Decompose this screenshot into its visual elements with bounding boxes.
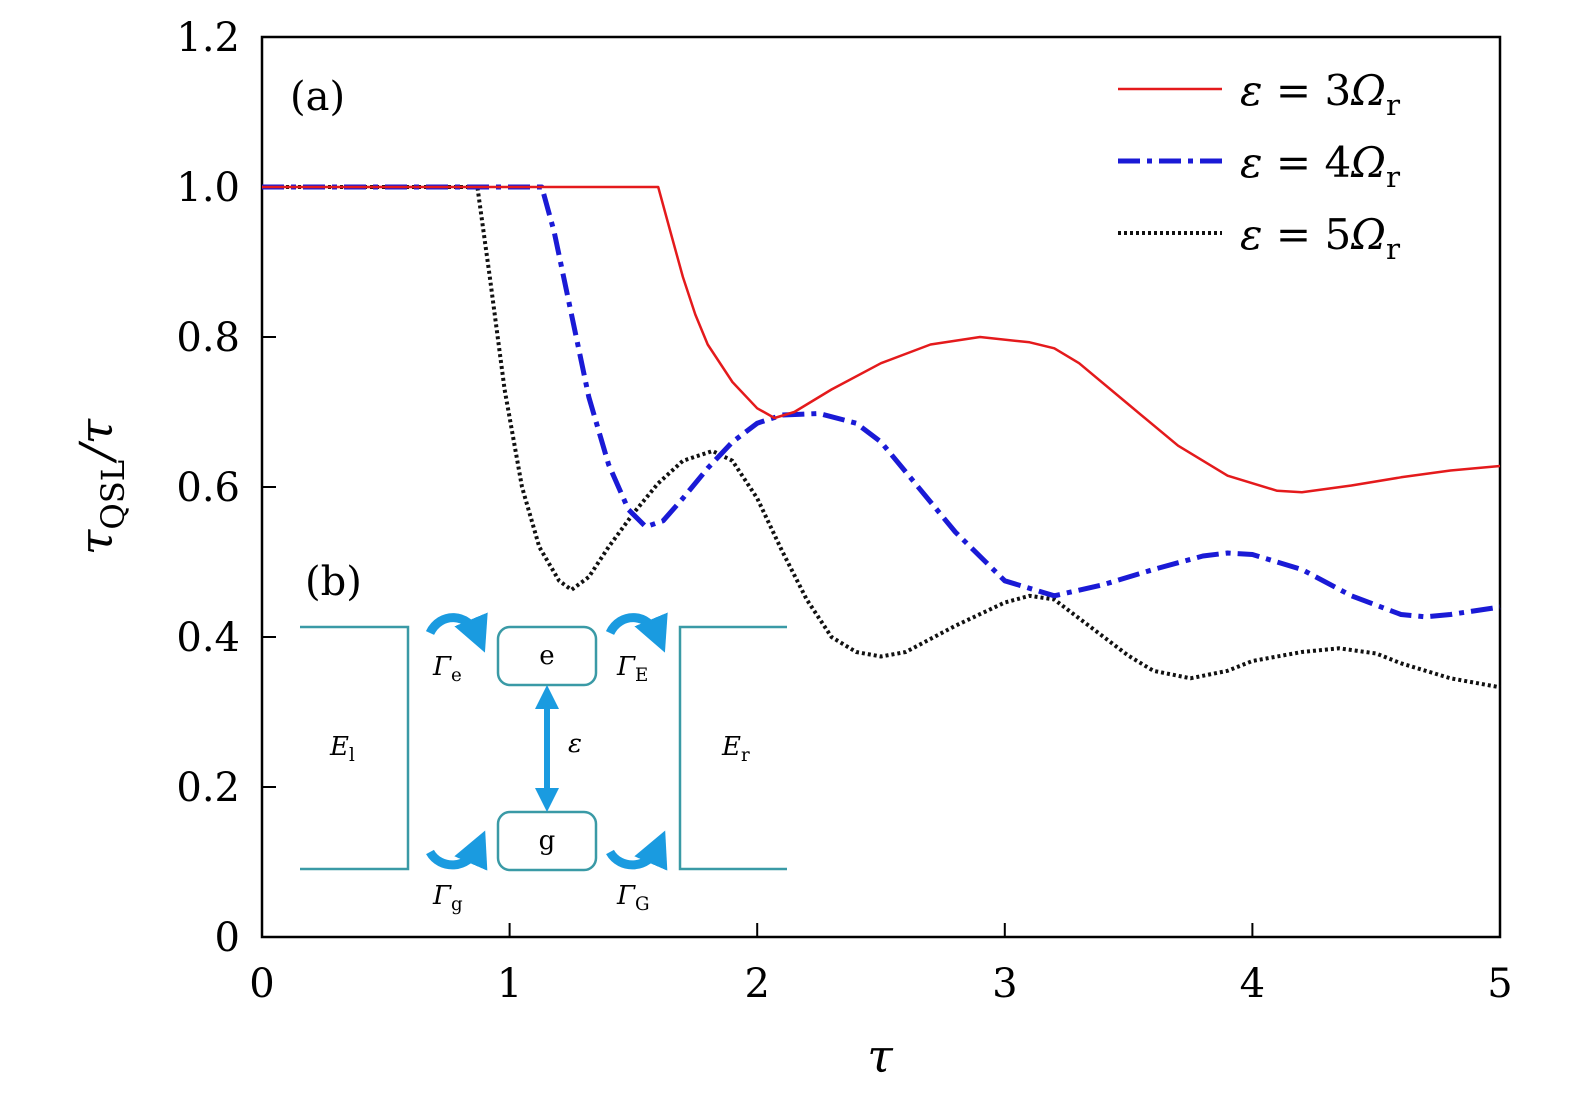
x-tick-label: 4	[1240, 961, 1265, 1007]
panel-label-b: (b)	[305, 559, 362, 605]
excited-state-label: e	[539, 641, 554, 671]
y-tick-label: 0.4	[176, 615, 240, 661]
gamma-e-label: Γe	[432, 652, 462, 686]
y-tick-label: 1.2	[176, 15, 240, 61]
x-axis-title: τ	[867, 1029, 894, 1083]
series-line-1	[262, 185, 1501, 494]
series-layer	[262, 184, 1501, 690]
x-tick-label: 3	[992, 961, 1017, 1007]
legend-label-series-1: ε = 3Ωr	[1240, 66, 1401, 122]
legend-label-series-3: ε = 5Ωr	[1240, 210, 1401, 266]
left-reservoir	[300, 625, 410, 871]
ground-state-box	[496, 810, 598, 872]
gamma-G-arrow-icon	[606, 830, 668, 871]
right-reservoir	[678, 625, 787, 871]
gamma-e-arrow-icon	[425, 612, 488, 653]
y-tick-label: 0.6	[176, 465, 240, 511]
y-axis-title: τQSL/τ	[69, 417, 132, 555]
gamma-g-arrow-icon	[426, 830, 488, 871]
panel-label-a: (a)	[290, 74, 345, 120]
gamma-g-label: Γg	[432, 881, 463, 915]
gamma-E-label: ΓE	[616, 652, 648, 686]
x-tick-label: 5	[1487, 961, 1512, 1007]
inset-labels: e g ε El Er Γe ΓE Γg ΓG	[329, 641, 750, 915]
x-tick-label: 2	[744, 961, 769, 1007]
x-axis: 0 1 2 3 4 5	[249, 923, 1513, 1007]
series-line-2	[262, 184, 1501, 620]
left-reservoir-label: El	[329, 732, 355, 766]
series-line-3	[262, 185, 1501, 690]
inset-diagram	[300, 612, 787, 872]
y-tick-label: 0.2	[176, 765, 240, 811]
y-tick-label: 0	[215, 915, 240, 961]
ground-state-label: g	[539, 826, 556, 856]
gamma-E-arrow-icon	[605, 612, 668, 653]
legend: ε = 3Ωr ε = 4Ωr ε = 5Ωr	[1118, 66, 1401, 266]
right-reservoir-label: Er	[721, 732, 750, 766]
y-tick-label: 0.8	[176, 315, 240, 361]
transition-label: ε	[568, 729, 582, 759]
gamma-G-label: ΓG	[616, 881, 650, 915]
legend-label-series-2: ε = 4Ωr	[1240, 138, 1401, 194]
y-axis: 0 0.2 0.4 0.6 0.8 1.0 1.2	[176, 15, 276, 961]
y-tick-label: 1.0	[176, 165, 240, 211]
x-tick-label: 0	[249, 961, 274, 1007]
x-tick-label: 1	[497, 961, 522, 1007]
